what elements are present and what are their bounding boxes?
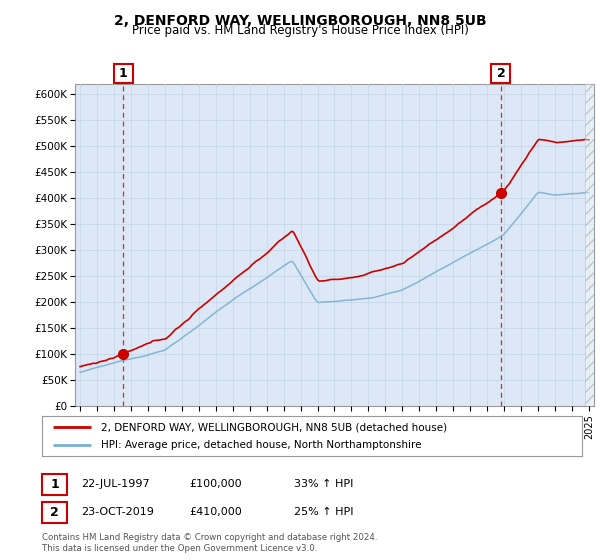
Text: 23-OCT-2019: 23-OCT-2019: [81, 507, 154, 517]
Text: 22-JUL-1997: 22-JUL-1997: [81, 479, 149, 489]
Text: 2: 2: [497, 67, 505, 80]
Text: Price paid vs. HM Land Registry's House Price Index (HPI): Price paid vs. HM Land Registry's House …: [131, 24, 469, 37]
Text: £410,000: £410,000: [189, 507, 242, 517]
Text: Contains HM Land Registry data © Crown copyright and database right 2024.
This d: Contains HM Land Registry data © Crown c…: [42, 533, 377, 553]
Text: HPI: Average price, detached house, North Northamptonshire: HPI: Average price, detached house, Nort…: [101, 440, 422, 450]
Text: 2: 2: [50, 506, 59, 519]
Text: 2, DENFORD WAY, WELLINGBOROUGH, NN8 5UB (detached house): 2, DENFORD WAY, WELLINGBOROUGH, NN8 5UB …: [101, 422, 448, 432]
Text: 25% ↑ HPI: 25% ↑ HPI: [294, 507, 353, 517]
Text: 1: 1: [119, 67, 128, 80]
Text: 33% ↑ HPI: 33% ↑ HPI: [294, 479, 353, 489]
Text: £100,000: £100,000: [189, 479, 242, 489]
Text: 1: 1: [50, 478, 59, 491]
Text: 2, DENFORD WAY, WELLINGBOROUGH, NN8 5UB: 2, DENFORD WAY, WELLINGBOROUGH, NN8 5UB: [113, 14, 487, 28]
